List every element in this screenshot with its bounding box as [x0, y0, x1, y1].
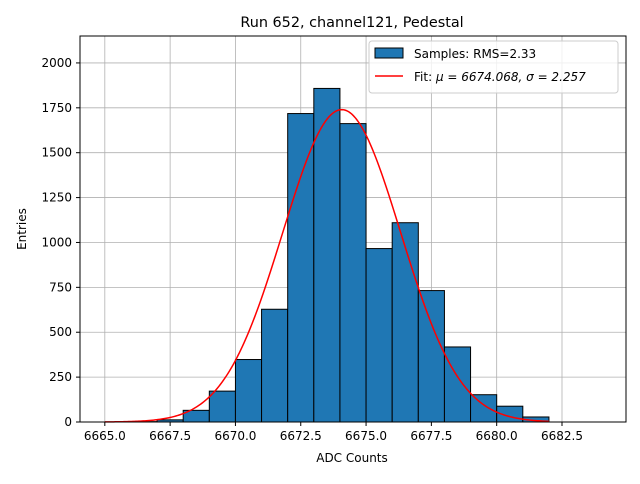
- histogram-bar: [392, 223, 418, 422]
- legend-histogram-swatch: [375, 48, 403, 58]
- y-tick-label: 1500: [41, 146, 72, 160]
- y-tick-label: 750: [49, 280, 72, 294]
- y-tick-label: 1250: [41, 191, 72, 205]
- legend-fit-params: μ = 6674.068, σ = 2.257: [435, 70, 586, 84]
- y-tick-label: 1750: [41, 101, 72, 115]
- legend-fit-prefix: Fit:: [414, 70, 436, 84]
- y-tick-label: 1000: [41, 235, 72, 249]
- histogram-bar: [314, 88, 340, 422]
- x-tick-label: 6682.5: [541, 429, 583, 443]
- y-tick-label: 500: [49, 325, 72, 339]
- y-tick-label: 250: [49, 370, 72, 384]
- histogram-bar: [366, 249, 392, 422]
- histogram-bar: [340, 124, 366, 422]
- legend-histogram-label: Samples: RMS=2.33: [414, 47, 536, 61]
- y-tick-label: 0: [64, 415, 72, 429]
- legend: Samples: RMS=2.33 Fit: μ = 6674.068, σ =…: [369, 41, 618, 93]
- histogram-bar: [418, 291, 444, 422]
- chart-title: Run 652, channel121, Pedestal: [240, 15, 463, 31]
- y-axis-label: Entries: [15, 208, 29, 250]
- x-tick-label: 6665.0: [84, 429, 126, 443]
- histogram-bar: [288, 114, 314, 422]
- legend-fit-label: Fit: μ = 6674.068, σ = 2.257: [414, 70, 586, 84]
- x-tick-label: 6670.0: [214, 429, 256, 443]
- x-tick-label: 6672.5: [280, 429, 322, 443]
- x-axis-label: ADC Counts: [316, 451, 388, 465]
- histogram-bar: [262, 309, 288, 422]
- histogram-bar: [444, 347, 470, 422]
- x-tick-label: 6675.0: [345, 429, 387, 443]
- y-tick-label: 2000: [41, 56, 72, 70]
- histogram-bar: [235, 360, 261, 422]
- histogram-bar: [471, 395, 497, 422]
- x-tick-label: 6677.5: [410, 429, 452, 443]
- histogram-bar: [209, 391, 235, 422]
- x-tick-label: 6680.0: [476, 429, 518, 443]
- x-tick-label: 6667.5: [149, 429, 191, 443]
